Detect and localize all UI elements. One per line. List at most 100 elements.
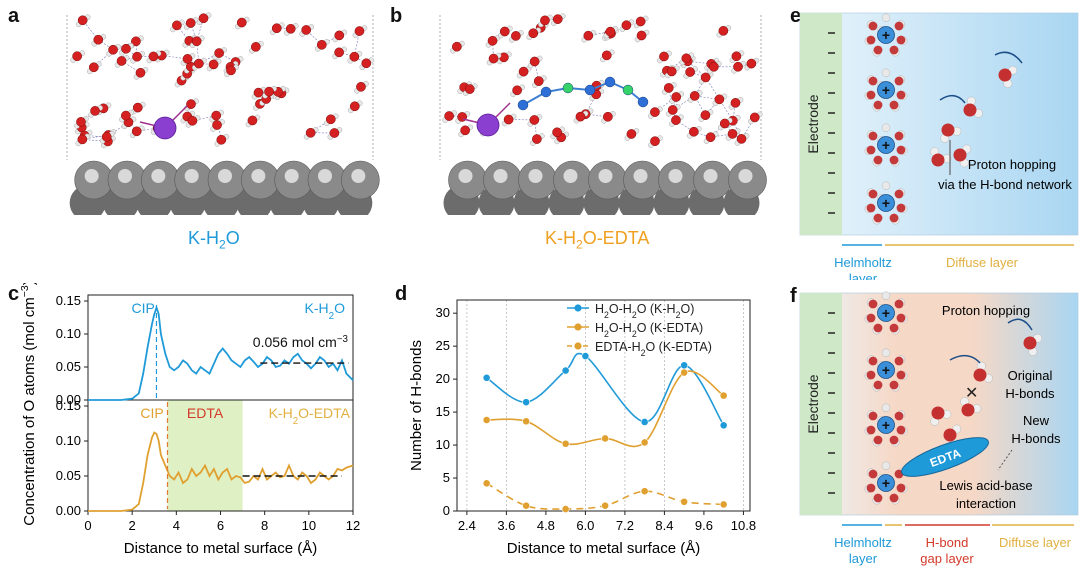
y-tick-label: 0.00 (56, 392, 81, 407)
oxygen-atom (316, 39, 327, 50)
y-tick-label: 0.00 (56, 503, 81, 518)
y-tick-label: 0.10 (56, 326, 81, 341)
oxygen-atom (868, 469, 878, 479)
panel-letter-d: d (395, 283, 408, 305)
cation-icon (877, 304, 895, 322)
diffuse-label: Diffuse layer (999, 535, 1072, 550)
oxygen-atom (873, 493, 883, 503)
legend-marker (574, 323, 582, 331)
oxygen-atom (511, 31, 521, 41)
y-tick-label: 0.10 (56, 433, 81, 448)
caption-k-h2o-edta: K-H2O-EDTA (545, 228, 650, 252)
oxygen-atom (894, 131, 904, 141)
oxygen-atom (889, 213, 899, 223)
hbond-line (339, 52, 355, 58)
schematic-f-with-edta: Electrode + + + + ✕ Proton hopping Original H-bo… (799, 291, 1079, 566)
potassium-ion (476, 113, 500, 137)
oxygen-atom (650, 136, 660, 147)
data-point (561, 439, 570, 448)
oxygen-atom (583, 30, 594, 41)
plus-icon: + (882, 305, 890, 321)
cation-icon (877, 361, 895, 379)
metal-atom-highlight (598, 169, 613, 183)
oxygen-atom (873, 435, 883, 445)
oxygen-atom (730, 98, 741, 108)
oxygen-atom (361, 58, 372, 69)
y-tick-label: 0.05 (56, 468, 81, 483)
metal-atom-highlight (84, 169, 99, 183)
oxygen-atom (182, 54, 193, 64)
oxygen-atom (731, 51, 742, 62)
oxygen-atom (1023, 336, 1037, 350)
oxygen-atom (635, 16, 646, 27)
data-point (601, 501, 610, 510)
cation-icon (877, 81, 895, 99)
oxygen-atom (749, 112, 760, 123)
edta-atom (604, 76, 616, 88)
oxygen-atom (193, 58, 204, 69)
oxygen-atom (659, 51, 669, 62)
oxygen-atom (896, 35, 906, 45)
oxygen-atom (727, 129, 738, 139)
oxygen-atom (931, 153, 945, 167)
oxygen-atom (464, 84, 475, 94)
oxygen-atom (211, 110, 222, 121)
series-line-k-h2o-edta (88, 431, 354, 512)
y-tick-label: 0.05 (56, 359, 81, 374)
oxygen-atom (866, 145, 876, 155)
data-point (640, 487, 649, 496)
cation-icon (877, 136, 895, 154)
oxygen-atom (889, 45, 899, 55)
oxygen-atom (121, 43, 131, 54)
oxygen-atom (460, 125, 471, 136)
metal-atom-highlight (563, 169, 578, 183)
label-cip-bottom: CIP (140, 405, 163, 421)
legend-entry: H2O-H2O (K-EDTA) (595, 321, 703, 339)
oxygen-atom (285, 23, 296, 34)
y-tick-label: 10 (436, 437, 450, 452)
hydrogen-atom (881, 403, 891, 412)
oxygen-atom (528, 28, 539, 39)
hopping-arrow (939, 94, 966, 104)
oxygen-atom (236, 17, 247, 28)
oxygen-atom (301, 25, 312, 35)
oxygen-atom (214, 48, 224, 58)
oxygen-atom (77, 15, 88, 26)
y-axis-label: Number of H-bonds (408, 340, 425, 471)
oxygen-atom (866, 425, 876, 435)
plot-frame (456, 299, 751, 512)
oxygen-atom (666, 66, 677, 77)
oxygen-atom (603, 111, 613, 122)
hbond-line (135, 41, 138, 57)
metal-atom-highlight (738, 169, 753, 183)
oxygen-atom (148, 51, 159, 62)
hopping-label: Proton hopping (968, 157, 1056, 172)
edta-atom (562, 82, 574, 94)
oxygen-atom (88, 62, 99, 73)
oxygen-atom (487, 35, 498, 46)
hydrogen-atom (881, 123, 891, 132)
oxygen-atom (963, 103, 977, 117)
oxygen-atom (866, 90, 876, 100)
edta-atom (584, 84, 596, 96)
legend-entry: H2O-H2O (K-H2O) (595, 302, 694, 320)
oxygen-atom (356, 81, 366, 92)
edta-atom (622, 84, 634, 96)
oxygen-atom (709, 61, 719, 72)
oxygen-atom (518, 66, 529, 77)
plus-icon: + (882, 137, 890, 153)
hopping-label: Proton hopping (942, 303, 1030, 318)
data-point (601, 434, 610, 443)
oxygen-atom (718, 25, 729, 36)
hydrogen-atom (881, 68, 891, 77)
oxygen-atom (873, 155, 883, 165)
original-label: Original (1008, 368, 1053, 383)
helmholtz-label-2: layer (849, 551, 878, 566)
gap-label-2: gap layer (920, 551, 974, 566)
series-line-k-h2o (88, 304, 354, 401)
oxygen-atom (108, 44, 118, 55)
metal-atom-highlight (318, 169, 332, 183)
metal-atom-highlight (351, 169, 366, 183)
oxygen-atom (894, 299, 904, 309)
oxygen-atom (894, 189, 904, 199)
